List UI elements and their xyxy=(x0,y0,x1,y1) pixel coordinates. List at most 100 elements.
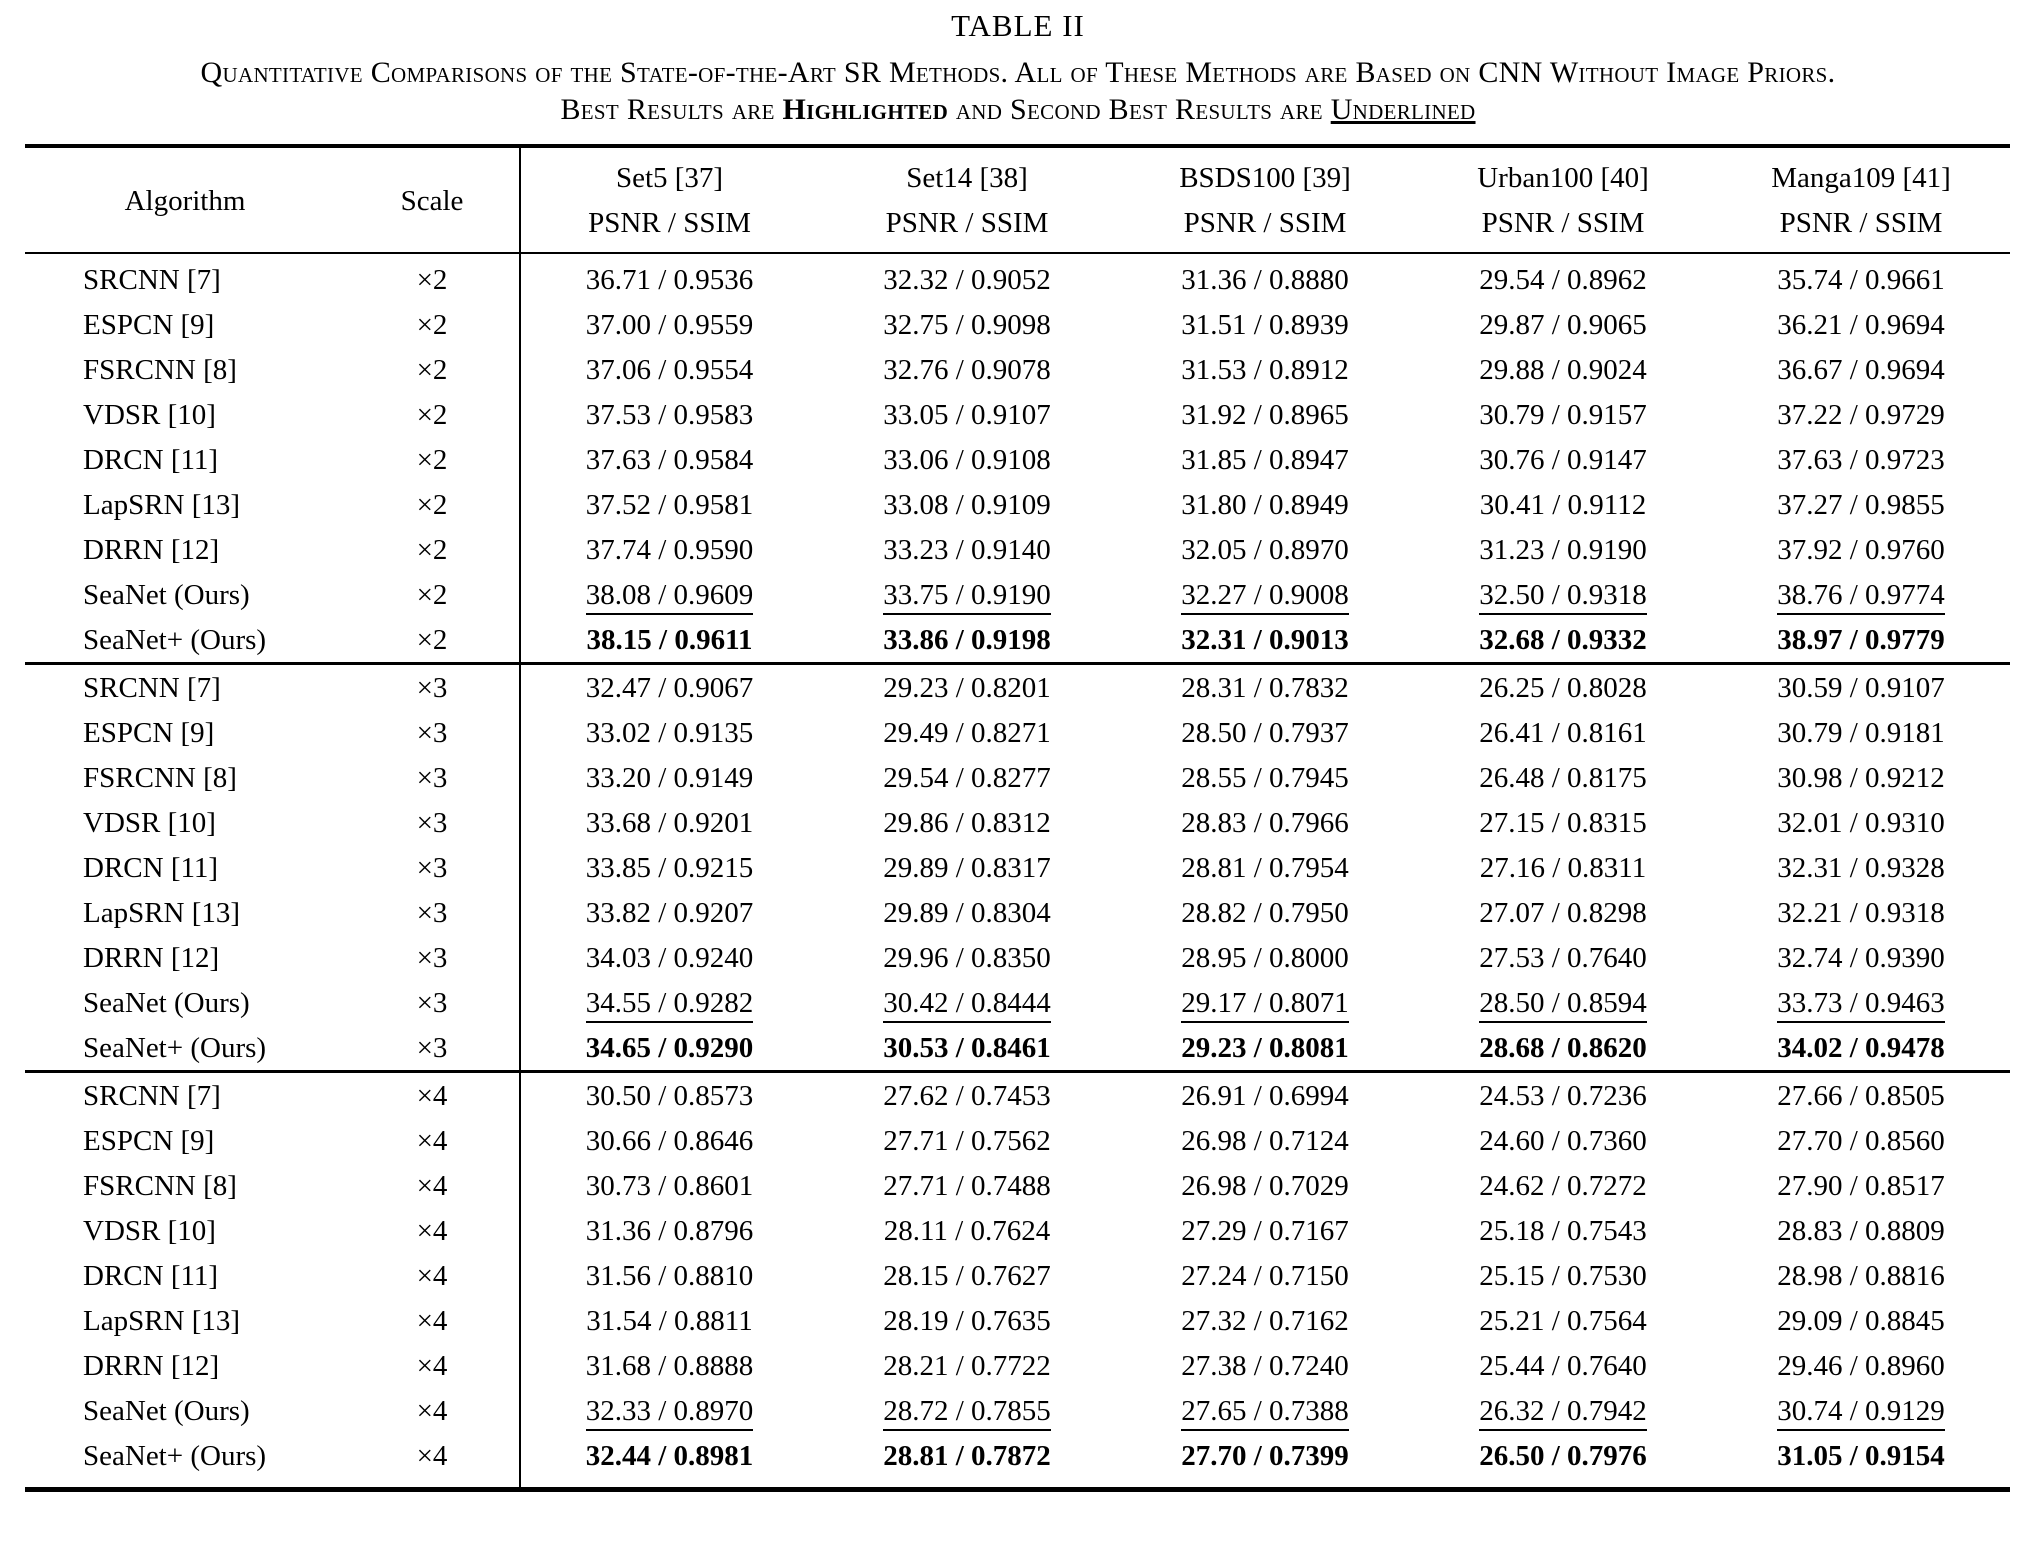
algorithm-cell: ESPCN [9] xyxy=(83,1125,215,1157)
caption-highlighted-word: Highlighted xyxy=(782,93,949,126)
scale-cell: ×2 xyxy=(345,253,521,302)
algorithm-cell: SeaNet (Ours) xyxy=(83,579,250,611)
psnr-ssim-cell: 29.89 / 0.8304 xyxy=(883,897,1051,929)
psnr-ssim-cell: 30.74 / 0.9129 xyxy=(1712,1388,2010,1433)
table-row: SRCNN [7] ×4 30.50 / 0.8573 27.62 / 0.7453 2… xyxy=(25,1070,2010,1118)
scale-cell: ×3 xyxy=(345,980,521,1025)
algorithm-cell: SRCNN [7] xyxy=(83,264,221,296)
header-dataset-urban100: Urban100 [40] PSNR / SSIM xyxy=(1414,146,1712,254)
second-best-value: 30.42 / 0.8444 xyxy=(883,987,1051,1023)
scale-cell: ×4 xyxy=(345,1298,521,1343)
second-best-value: 34.55 / 0.9282 xyxy=(585,987,754,1023)
psnr-ssim-cell: 33.20 / 0.9149 xyxy=(585,762,754,794)
psnr-ssim-cell: 36.21 / 0.9694 xyxy=(1777,309,1945,341)
algorithm-cell: SeaNet+ (Ours) xyxy=(83,1440,267,1472)
scale-cell: ×2 xyxy=(345,347,521,392)
psnr-ssim-cell: 28.81 / 0.7872 xyxy=(883,1440,1051,1472)
psnr-ssim-cell: 33.08 / 0.9109 xyxy=(883,489,1051,521)
psnr-ssim-cell: 35.74 / 0.9661 xyxy=(1777,264,1945,296)
table-row: SeaNet+ (Ours) ×4 32.44 / 0.8981 28.81 / 0.… xyxy=(25,1433,2010,1490)
scale-cell: ×4 xyxy=(345,1433,521,1490)
algorithm-cell: SeaNet+ (Ours) xyxy=(83,1032,267,1064)
scale-cell: ×3 xyxy=(345,755,521,800)
algorithm-cell: DRRN [12] xyxy=(83,1350,220,1382)
metric-label: PSNR / SSIM xyxy=(1183,207,1347,239)
scale-cell: ×3 xyxy=(345,890,521,935)
table-row: ESPCN [9] ×3 33.02 / 0.9135 29.49 / 0.8271 2… xyxy=(25,710,2010,755)
psnr-ssim-cell: 31.05 / 0.9154 xyxy=(1777,1440,1945,1472)
table-row: SRCNN [7] ×2 36.71 / 0.9536 32.32 / 0.9052 3… xyxy=(25,253,2010,302)
table-row: DRCN [11] ×3 33.85 / 0.9215 29.89 / 0.8317 2… xyxy=(25,845,2010,890)
psnr-ssim-cell: 29.86 / 0.8312 xyxy=(883,807,1051,839)
psnr-ssim-cell: 37.22 / 0.9729 xyxy=(1777,399,1945,431)
second-best-value: 33.73 / 0.9463 xyxy=(1777,987,1945,1023)
scale-cell: ×4 xyxy=(345,1163,521,1208)
algorithm-cell: DRRN [12] xyxy=(83,942,220,974)
psnr-ssim-cell: 24.60 / 0.7360 xyxy=(1479,1125,1647,1157)
second-best-value: 33.75 / 0.9190 xyxy=(883,579,1051,615)
psnr-ssim-cell: 29.09 / 0.8845 xyxy=(1777,1305,1945,1337)
table-row: SRCNN [7] ×3 32.47 / 0.9067 29.23 / 0.8201 2… xyxy=(25,662,2010,710)
psnr-ssim-cell: 33.85 / 0.9215 xyxy=(585,852,754,884)
algorithm-cell: DRRN [12] xyxy=(83,534,220,566)
scale-cell: ×4 xyxy=(345,1118,521,1163)
psnr-ssim-cell: 31.36 / 0.8880 xyxy=(1181,264,1349,296)
psnr-ssim-cell: 28.81 / 0.7954 xyxy=(1181,852,1349,884)
header-dataset-set14: Set14 [38] PSNR / SSIM xyxy=(818,146,1116,254)
psnr-ssim-cell: 29.46 / 0.8960 xyxy=(1777,1350,1945,1382)
scale-cell: ×4 xyxy=(345,1208,521,1253)
psnr-ssim-cell: 28.83 / 0.7966 xyxy=(1181,807,1349,839)
metric-label: PSNR / SSIM xyxy=(588,207,751,239)
psnr-ssim-cell: 27.71 / 0.7562 xyxy=(883,1125,1051,1157)
psnr-ssim-cell: 27.71 / 0.7488 xyxy=(883,1170,1051,1202)
psnr-ssim-cell: 32.32 / 0.9052 xyxy=(883,264,1051,296)
algorithm-cell: SRCNN [7] xyxy=(25,1070,345,1118)
second-best-value: 26.32 / 0.7942 xyxy=(1479,1395,1647,1431)
table-row: DRCN [11] ×4 31.56 / 0.8810 28.15 / 0.7627 2… xyxy=(25,1253,2010,1298)
caption-underlined-word: Underlined xyxy=(1330,93,1476,126)
psnr-ssim-cell: 29.88 / 0.9024 xyxy=(1479,354,1647,386)
psnr-ssim-cell: 27.29 / 0.7167 xyxy=(1181,1215,1349,1247)
psnr-ssim-cell: 32.50 / 0.9318 xyxy=(1414,572,1712,617)
second-best-value: 29.17 / 0.8071 xyxy=(1181,987,1349,1023)
psnr-ssim-cell: 26.50 / 0.7976 xyxy=(1479,1440,1647,1472)
dataset-name: Set5 [37] xyxy=(615,162,724,194)
table-row: SeaNet+ (Ours) ×3 34.65 / 0.9290 30.53 / 0.… xyxy=(25,1025,2010,1072)
psnr-ssim-cell: 33.02 / 0.9135 xyxy=(585,717,754,749)
psnr-ssim-cell: 26.98 / 0.7124 xyxy=(1181,1125,1349,1157)
psnr-ssim-cell: 34.55 / 0.9282 xyxy=(520,980,818,1025)
psnr-ssim-cell: 31.36 / 0.8796 xyxy=(585,1215,754,1247)
scale-cell: ×3 xyxy=(345,662,521,710)
second-best-value: 32.50 / 0.9318 xyxy=(1479,579,1647,615)
scale-cell: ×3 xyxy=(345,845,521,890)
psnr-ssim-cell: 28.68 / 0.8620 xyxy=(1479,1032,1647,1064)
psnr-ssim-cell: 37.00 / 0.9559 xyxy=(585,309,754,341)
table-row: LapSRN [13] ×4 31.54 / 0.8811 28.19 / 0.763… xyxy=(25,1298,2010,1343)
psnr-ssim-cell: 28.21 / 0.7722 xyxy=(883,1350,1051,1382)
table-row: DRRN [12] ×2 37.74 / 0.9590 33.23 / 0.9140 3… xyxy=(25,527,2010,572)
psnr-ssim-cell: 28.15 / 0.7627 xyxy=(883,1260,1051,1292)
psnr-ssim-cell: 36.67 / 0.9694 xyxy=(1777,354,1945,386)
table-row: SeaNet (Ours) ×3 34.55 / 0.9282 30.42 / 0.8… xyxy=(25,980,2010,1025)
algorithm-cell: ESPCN [9] xyxy=(83,309,215,341)
psnr-ssim-cell: 31.53 / 0.8912 xyxy=(1181,354,1349,386)
algorithm-cell: VDSR [10] xyxy=(83,399,216,431)
psnr-ssim-cell: 27.62 / 0.7453 xyxy=(818,1070,1116,1118)
psnr-ssim-cell: 29.54 / 0.8277 xyxy=(883,762,1051,794)
psnr-ssim-cell: 26.48 / 0.8175 xyxy=(1479,762,1647,794)
table-row: DRRN [12] ×3 34.03 / 0.9240 29.96 / 0.8350 2… xyxy=(25,935,2010,980)
second-best-value: 30.74 / 0.9129 xyxy=(1777,1395,1945,1431)
metric-label: PSNR / SSIM xyxy=(885,207,1049,239)
psnr-ssim-cell: 28.31 / 0.7832 xyxy=(1116,662,1414,710)
psnr-ssim-cell: 26.32 / 0.7942 xyxy=(1414,1388,1712,1433)
psnr-ssim-cell: 37.27 / 0.9855 xyxy=(1777,489,1945,521)
psnr-ssim-cell: 27.70 / 0.7399 xyxy=(1181,1440,1349,1472)
psnr-ssim-cell: 30.66 / 0.8646 xyxy=(585,1125,754,1157)
psnr-ssim-cell: 37.74 / 0.9590 xyxy=(585,534,754,566)
scale-cell: ×4 xyxy=(345,1253,521,1298)
scale-cell: ×3 xyxy=(345,935,521,980)
algorithm-cell: SeaNet (Ours) xyxy=(83,1395,250,1427)
second-best-value: 27.65 / 0.7388 xyxy=(1181,1395,1349,1431)
algorithm-cell: FSRCNN [8] xyxy=(83,1170,237,1202)
psnr-ssim-cell: 30.98 / 0.9212 xyxy=(1777,762,1945,794)
